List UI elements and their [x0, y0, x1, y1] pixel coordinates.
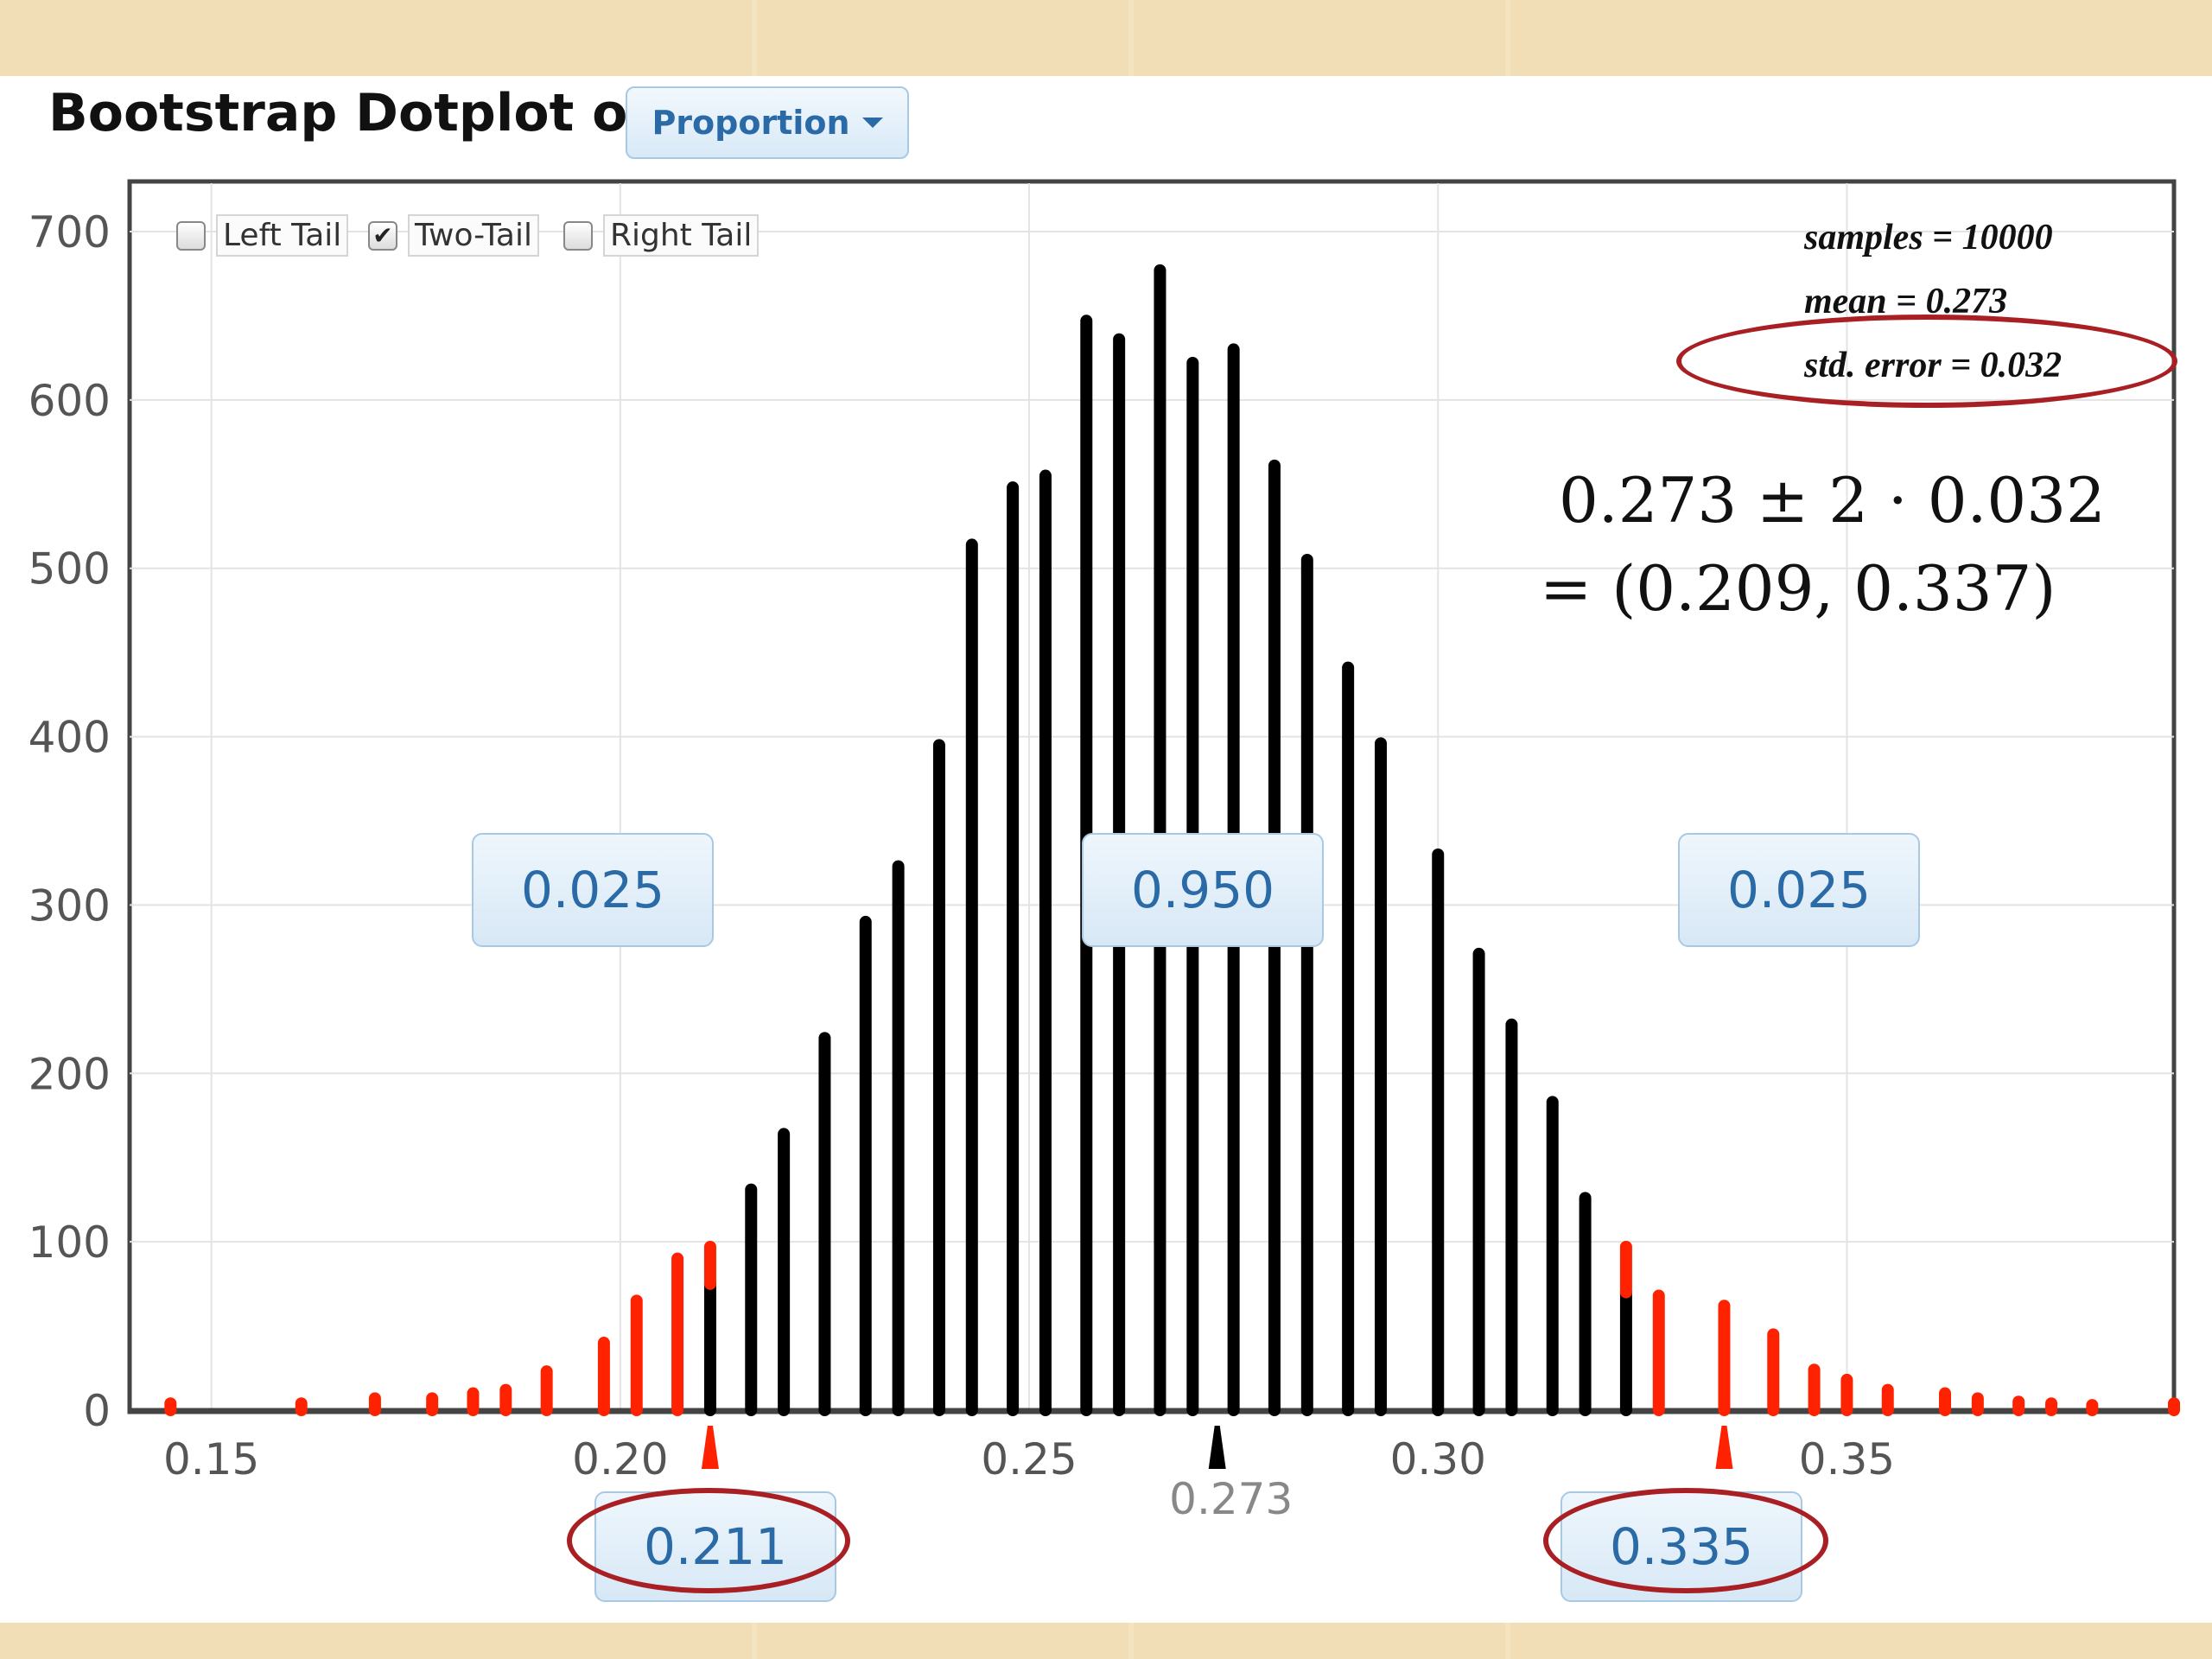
lower-cutoff-highlight	[567, 1488, 850, 1593]
y-axis: 0 100 200 300 400 500 600 700	[29, 207, 111, 1436]
statistic-dropdown[interactable]: Proportion	[626, 86, 909, 159]
cutoff-markers: 0.273	[701, 1426, 1733, 1524]
left-proportion-value: 0.025	[520, 861, 665, 919]
interval-formula: 0.273 ± 2 · 0.032 = (0.209, 0.337)	[1540, 456, 2106, 632]
right-proportion-value: 0.025	[1726, 861, 1872, 919]
two-tail-checkbox[interactable]: ✔	[368, 220, 397, 251]
formula-line-1: 0.273 ± 2 · 0.032	[1559, 464, 2106, 537]
x-tick-label: 0.25	[981, 1434, 1077, 1484]
y-tick-label: 300	[29, 880, 111, 931]
right-tail-checkbox[interactable]	[563, 220, 593, 251]
middle-proportion-value: 0.950	[1130, 861, 1275, 919]
page-title: Bootstrap Dotplot of	[48, 83, 651, 143]
x-tick-label: 0.30	[1390, 1434, 1486, 1484]
upper-cutoff-highlight	[1543, 1488, 1828, 1593]
right-proportion-box[interactable]: 0.025	[1678, 833, 1920, 947]
y-tick-label: 700	[29, 207, 111, 257]
y-tick-label: 200	[29, 1049, 111, 1099]
dropdown-label: Proportion	[652, 104, 850, 142]
std-error-highlight	[1676, 315, 2177, 408]
right-tail-option[interactable]: Right Tail	[563, 214, 760, 257]
upper-cutoff-marker	[1715, 1426, 1733, 1469]
y-tick-label: 0	[83, 1386, 111, 1436]
middle-proportion-box[interactable]: 0.950	[1082, 833, 1324, 947]
x-tick-label: 0.15	[163, 1434, 259, 1484]
right-tail-label: Right Tail	[603, 214, 760, 257]
left-proportion-box[interactable]: 0.025	[472, 833, 714, 947]
left-tail-option[interactable]: Left Tail	[176, 214, 349, 257]
left-tail-label: Left Tail	[216, 214, 349, 257]
x-tick-label: 0.35	[1799, 1434, 1895, 1484]
mean-marker	[1208, 1426, 1226, 1469]
mean-label: 0.273	[1169, 1474, 1293, 1524]
caret-down-icon	[861, 118, 883, 128]
y-tick-label: 600	[29, 376, 111, 426]
lower-cutoff-marker	[701, 1426, 719, 1469]
y-tick-label: 100	[29, 1217, 111, 1268]
two-tail-option[interactable]: ✔ Two-Tail	[368, 214, 539, 257]
left-tail-checkbox[interactable]	[176, 220, 206, 251]
two-tail-label: Two-Tail	[408, 214, 539, 257]
check-icon: ✔	[372, 220, 393, 250]
formula-line-2: = (0.209, 0.337)	[1540, 552, 2056, 625]
x-axis: 0.15 0.20 0.25 0.30 0.35	[130, 1408, 2174, 1484]
y-tick-label: 500	[29, 544, 111, 594]
x-tick-label: 0.20	[572, 1434, 668, 1484]
y-tick-label: 400	[29, 713, 111, 763]
samples-stat: samples = 10000	[1804, 218, 2053, 257]
